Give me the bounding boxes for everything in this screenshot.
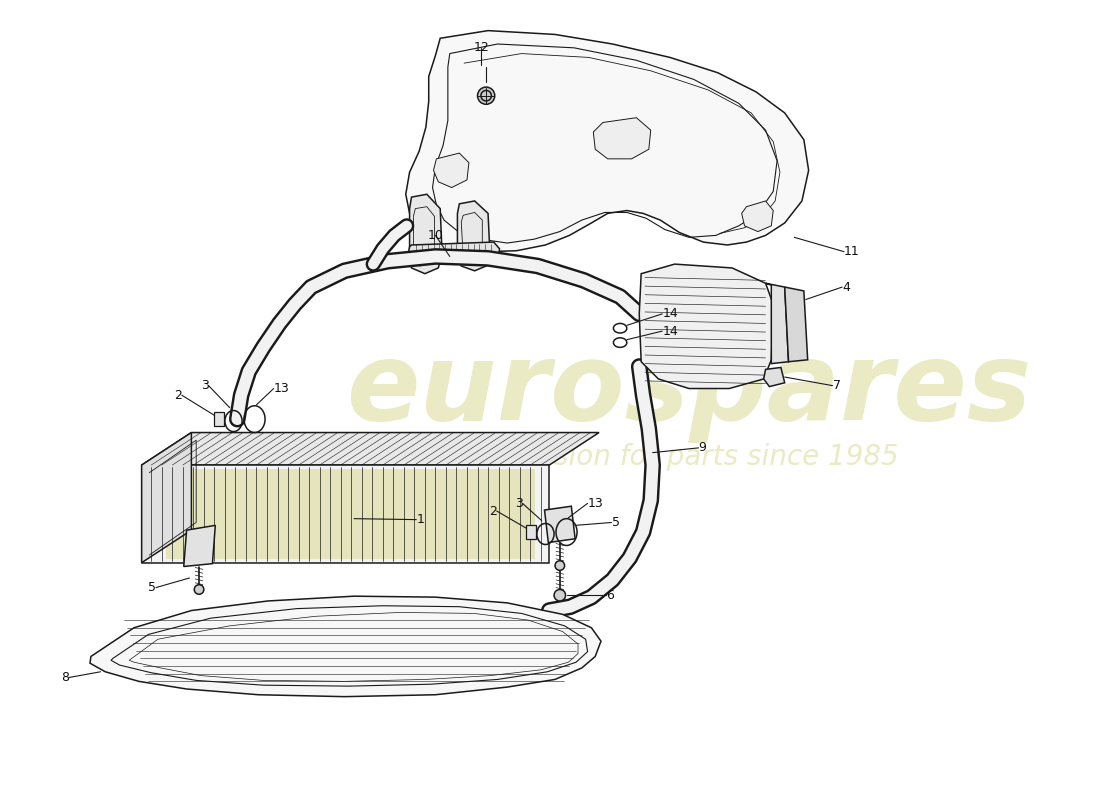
Circle shape bbox=[195, 585, 204, 594]
Text: 2: 2 bbox=[488, 505, 497, 518]
Polygon shape bbox=[526, 526, 536, 538]
Text: 14: 14 bbox=[662, 325, 678, 338]
Text: a passion for parts since 1985: a passion for parts since 1985 bbox=[480, 443, 899, 471]
Polygon shape bbox=[90, 596, 601, 697]
Polygon shape bbox=[214, 413, 224, 426]
Text: 9: 9 bbox=[698, 442, 706, 454]
Polygon shape bbox=[408, 242, 499, 264]
Text: eurospares: eurospares bbox=[346, 338, 1032, 443]
Text: 6: 6 bbox=[606, 589, 614, 602]
Text: 14: 14 bbox=[662, 307, 678, 320]
Circle shape bbox=[554, 590, 565, 601]
Text: 7: 7 bbox=[833, 379, 840, 392]
Circle shape bbox=[556, 561, 564, 570]
Text: 11: 11 bbox=[844, 245, 860, 258]
Text: 10: 10 bbox=[428, 229, 443, 242]
Text: 4: 4 bbox=[843, 281, 850, 294]
Polygon shape bbox=[763, 367, 784, 386]
Polygon shape bbox=[409, 194, 442, 274]
Polygon shape bbox=[639, 264, 773, 389]
Polygon shape bbox=[458, 201, 490, 271]
Circle shape bbox=[477, 87, 495, 104]
Polygon shape bbox=[142, 433, 600, 465]
Text: 13: 13 bbox=[587, 497, 603, 510]
Polygon shape bbox=[166, 469, 535, 559]
Text: 5: 5 bbox=[148, 581, 156, 594]
Text: 8: 8 bbox=[60, 671, 69, 684]
Text: 13: 13 bbox=[274, 382, 289, 395]
Polygon shape bbox=[433, 153, 469, 187]
Polygon shape bbox=[184, 526, 216, 566]
Text: 1: 1 bbox=[416, 513, 425, 526]
Polygon shape bbox=[741, 201, 773, 231]
Text: 3: 3 bbox=[515, 497, 522, 510]
Polygon shape bbox=[784, 287, 807, 362]
Polygon shape bbox=[593, 118, 651, 159]
Polygon shape bbox=[142, 465, 549, 562]
Polygon shape bbox=[544, 506, 575, 542]
Text: 5: 5 bbox=[612, 516, 619, 529]
Polygon shape bbox=[406, 30, 808, 252]
Text: 3: 3 bbox=[200, 379, 209, 392]
Text: 2: 2 bbox=[174, 389, 182, 402]
Polygon shape bbox=[766, 283, 789, 364]
Polygon shape bbox=[142, 433, 191, 562]
Text: 12: 12 bbox=[473, 42, 490, 54]
